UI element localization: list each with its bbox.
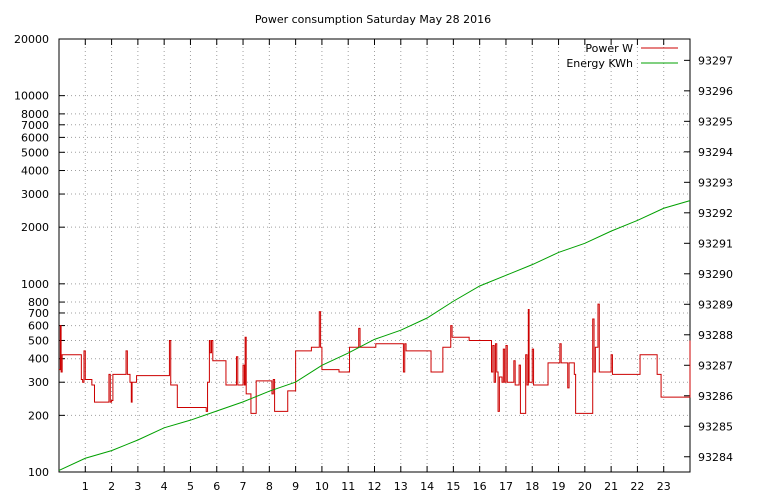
y-tick-label: 5000	[21, 146, 49, 159]
y-tick-label: 8000	[21, 108, 49, 121]
legend-label: Power W	[585, 42, 633, 55]
y2-tick-label: 93288	[698, 329, 733, 342]
y-tick-label: 300	[28, 376, 49, 389]
x-tick-label: 1	[82, 480, 89, 493]
x-tick-label: 11	[341, 480, 355, 493]
x-tick-label: 22	[630, 480, 644, 493]
y2-tick-label: 93289	[698, 298, 733, 311]
y2-tick-label: 93296	[698, 85, 733, 98]
x-tick-label: 19	[552, 480, 566, 493]
y-tick-label: 7000	[21, 119, 49, 132]
x-tick-label: 2	[108, 480, 115, 493]
y-tick-label: 600	[28, 320, 49, 333]
x-tick-label: 9	[292, 480, 299, 493]
y2-tick-label: 93293	[698, 176, 733, 189]
y2-tick-label: 93292	[698, 207, 733, 220]
x-tick-label: 23	[657, 480, 671, 493]
power-w-line	[59, 303, 691, 414]
x-tick-label: 8	[266, 480, 273, 493]
y-tick-label: 4000	[21, 165, 49, 178]
chart-title: Power consumption Saturday May 28 2016	[255, 13, 491, 26]
x-tick-label: 12	[368, 480, 382, 493]
legend-label: Energy KWh	[566, 57, 633, 70]
y-tick-label: 500	[28, 334, 49, 347]
x-tick-label: 5	[187, 480, 194, 493]
x-tick-label: 15	[446, 480, 460, 493]
x-tick-label: 18	[525, 480, 539, 493]
y-tick-label: 3000	[21, 188, 49, 201]
y-tick-label: 20000	[14, 33, 49, 46]
y-tick-label: 6000	[21, 131, 49, 144]
x-tick-label: 21	[604, 480, 618, 493]
y2-tick-label: 93290	[698, 268, 733, 281]
y2-tick-label: 93294	[698, 146, 733, 159]
x-tick-label: 7	[240, 480, 247, 493]
x-tick-label: 4	[161, 480, 168, 493]
plot-frame	[58, 38, 691, 473]
x-tick-label: 13	[394, 480, 408, 493]
y-tick-label: 700	[28, 307, 49, 320]
y2-tick-label: 93284	[698, 451, 733, 464]
axes: 1 2 3 4 5 6 7 8 9 10 11 12 13 14 15 16 17 18 19 20 21 22 23100…	[14, 33, 733, 493]
y-tick-label: 100	[28, 466, 49, 479]
y-tick-label: 2000	[21, 221, 49, 234]
x-tick-label: 6	[213, 480, 220, 493]
y-tick-label: 800	[28, 296, 49, 309]
y-tick-label: 10000	[14, 90, 49, 103]
y-tick-label: 1000	[21, 278, 49, 291]
y2-tick-label: 93297	[698, 54, 733, 67]
grid-lines	[59, 38, 690, 473]
x-tick-label: 16	[473, 480, 487, 493]
x-tick-label: 20	[578, 480, 592, 493]
x-tick-label: 17	[499, 480, 513, 493]
y2-tick-label: 93286	[698, 390, 733, 403]
legend: Power W Energy KWh	[566, 42, 678, 70]
x-tick-label: 14	[420, 480, 434, 493]
series-lines	[58, 200, 691, 471]
y-tick-label: 200	[28, 409, 49, 422]
x-tick-label: 3	[134, 480, 141, 493]
energy-kwh-line	[58, 200, 691, 471]
y2-tick-label: 93295	[698, 115, 733, 128]
y-tick-label: 400	[28, 353, 49, 366]
x-tick-label: 10	[315, 480, 329, 493]
y2-tick-label: 93287	[698, 359, 733, 372]
y2-tick-label: 93291	[698, 237, 733, 250]
y2-tick-label: 93285	[698, 420, 733, 433]
